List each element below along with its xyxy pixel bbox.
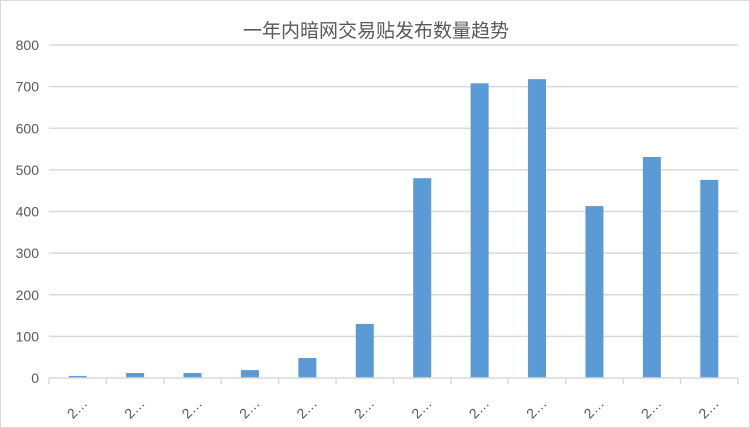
bar <box>642 156 661 378</box>
bar <box>240 370 259 378</box>
x-tick-label: 2… <box>638 395 665 422</box>
y-tick-label: 500 <box>16 162 40 178</box>
x-tick-label: 2… <box>64 395 91 422</box>
y-tick-label: 400 <box>16 204 40 220</box>
x-tick-label: 2… <box>695 395 722 422</box>
bar <box>126 373 145 378</box>
x-tick-label: 2… <box>523 395 550 422</box>
bar <box>700 179 719 378</box>
x-tick-label: 2… <box>236 395 263 422</box>
bar <box>528 79 547 378</box>
x-tick-label: 2… <box>293 395 320 422</box>
bar <box>585 206 604 378</box>
y-tick-label: 700 <box>16 79 40 95</box>
bar <box>183 373 202 378</box>
x-tick-label: 2… <box>466 395 493 422</box>
bar <box>355 323 374 378</box>
x-tick-label: 2… <box>408 395 435 422</box>
x-tick-label: 2… <box>178 395 205 422</box>
x-tick-label: 2… <box>121 395 148 422</box>
chart-title: 一年内暗网交易贴发布数量趋势 <box>243 20 509 42</box>
x-tick-label: 2… <box>580 395 607 422</box>
bar <box>470 83 489 379</box>
bar <box>298 358 317 378</box>
y-tick-label: 300 <box>16 245 40 261</box>
x-tick-label: 2… <box>351 395 378 422</box>
y-tick-label: 200 <box>16 287 40 303</box>
y-tick-label: 600 <box>16 120 40 136</box>
bar <box>68 375 87 378</box>
y-tick-label: 800 <box>16 37 40 53</box>
y-tick-label: 100 <box>16 328 40 344</box>
y-tick-label: 0 <box>31 370 39 386</box>
bar <box>413 178 432 378</box>
